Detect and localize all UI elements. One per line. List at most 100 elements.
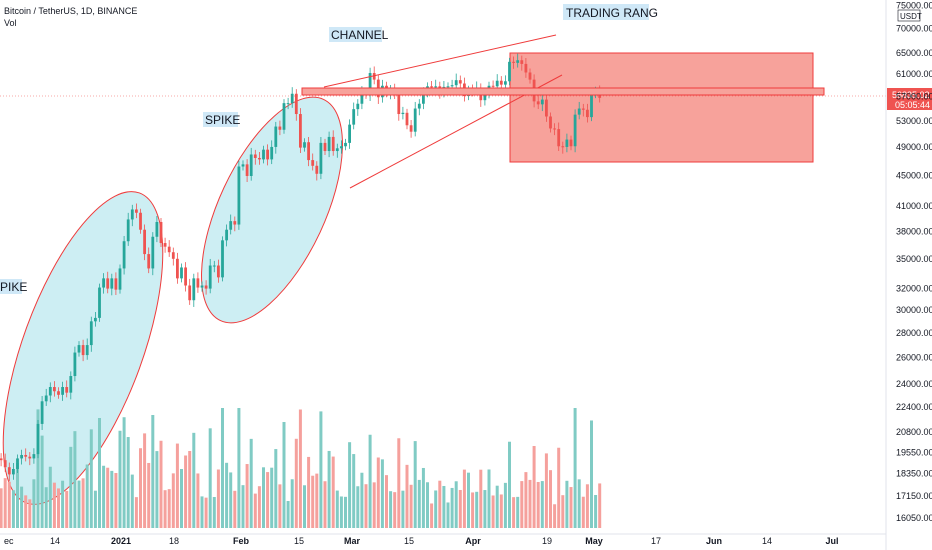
time-tick-label: 14 (50, 536, 60, 546)
volume-bar (249, 438, 253, 528)
volume-bar (319, 411, 323, 528)
price-tick-label: 53000.00 (896, 116, 932, 126)
candle-body (200, 285, 204, 288)
volume-bar (380, 459, 384, 528)
candle-body (57, 391, 60, 395)
volume-bar (323, 481, 327, 528)
candle-body (450, 85, 454, 87)
candle-body (258, 157, 261, 160)
candle-body (422, 93, 425, 104)
time-axis[interactable]: ec 14 2021 18 Feb 15 Mar 15 Apr 19 May 17 Jun 14 Jul (4, 536, 839, 546)
volume-bar (118, 430, 122, 528)
volume-bar (257, 486, 261, 528)
candle-body (40, 401, 44, 424)
annotation-spike-left-bg (0, 279, 22, 294)
candle-body (569, 139, 573, 147)
volume-bar (413, 441, 417, 528)
volume-bar (434, 490, 438, 528)
candle-body (303, 142, 306, 148)
volume-bar (467, 472, 470, 528)
volume-bar (442, 485, 446, 528)
candle-body (208, 265, 212, 289)
channel-upper-line[interactable] (323, 34, 557, 88)
volume-bar (89, 429, 93, 528)
price-axis[interactable]: USDT 56835.02 05:05:44 75000.00 70000.00 6… (887, 0, 932, 523)
volume-bar (430, 503, 434, 528)
candle-body (12, 468, 15, 475)
volume-bar (134, 497, 138, 528)
candle-body (286, 103, 290, 105)
candle-body (143, 229, 146, 255)
candle-body (98, 287, 101, 318)
candle-body (405, 112, 409, 126)
volume-bar (32, 479, 36, 528)
volume-bar (290, 479, 294, 528)
price-tick-label: 28000.00 (896, 328, 932, 338)
candle-body (221, 240, 224, 278)
candle-body (561, 146, 565, 148)
candle-body (536, 101, 540, 105)
candle-body (20, 454, 23, 459)
volume-bar (483, 490, 487, 528)
volume-bar (421, 467, 425, 528)
candle-body (110, 278, 114, 289)
candle-body (32, 454, 36, 459)
candle-body (581, 108, 585, 110)
spike-ellipse-mid (201, 96, 343, 324)
volume-bar (24, 495, 28, 528)
annotation-spike-mid: SPIKE (203, 112, 240, 127)
trading-range-box[interactable] (509, 52, 814, 163)
volume-bar (598, 483, 602, 528)
candle-body (483, 94, 487, 101)
candle-body (549, 116, 552, 129)
candle-body (217, 265, 220, 278)
volume-bar (77, 480, 81, 528)
candle-body (499, 80, 503, 85)
volume-bar (167, 489, 171, 528)
volume-bar (151, 415, 155, 528)
volume-bar (294, 438, 298, 528)
volume-bar (487, 469, 491, 528)
candle-body (430, 86, 433, 88)
candle-body (319, 142, 323, 174)
candle-body (516, 60, 520, 63)
volume-bar (389, 491, 393, 528)
volume-bars (0, 408, 602, 528)
price-tick-label: 70000.00 (896, 23, 932, 33)
volume-bar (126, 437, 130, 528)
volume-bar (540, 481, 544, 528)
volume-bar (561, 495, 565, 528)
volume-bar (61, 480, 65, 528)
volume-bar (553, 504, 557, 528)
candle-body (118, 268, 122, 290)
volume-bar (20, 486, 24, 528)
volume-bar (536, 481, 540, 528)
volume-bar (28, 499, 32, 528)
price-tick-label: 22400.00 (896, 402, 932, 412)
resistance-zone[interactable] (301, 87, 825, 96)
volume-bar (356, 486, 360, 528)
volume-bar (48, 466, 52, 528)
candle-body (331, 136, 335, 152)
volume-bar (495, 485, 499, 528)
time-tick-label: 15 (404, 536, 414, 546)
price-tick-label: 18350.00 (896, 468, 932, 478)
volume-bar (44, 487, 48, 528)
candle-body (241, 164, 245, 167)
candle-body (545, 99, 548, 117)
volume-label: Vol (4, 18, 17, 28)
volume-bar (147, 462, 151, 528)
volume-bar (458, 489, 462, 528)
last-price-label: 56835.02 (892, 90, 930, 100)
volume-bar (11, 490, 15, 528)
candle-body (266, 149, 269, 160)
volume-bar (208, 428, 212, 528)
price-tick-label: 30000.00 (896, 305, 932, 315)
candle-body (237, 166, 241, 225)
candle-body (3, 460, 7, 468)
candle-body (262, 149, 265, 160)
candle-body (458, 80, 462, 84)
candle-body (573, 114, 577, 147)
candle-body (122, 241, 126, 269)
